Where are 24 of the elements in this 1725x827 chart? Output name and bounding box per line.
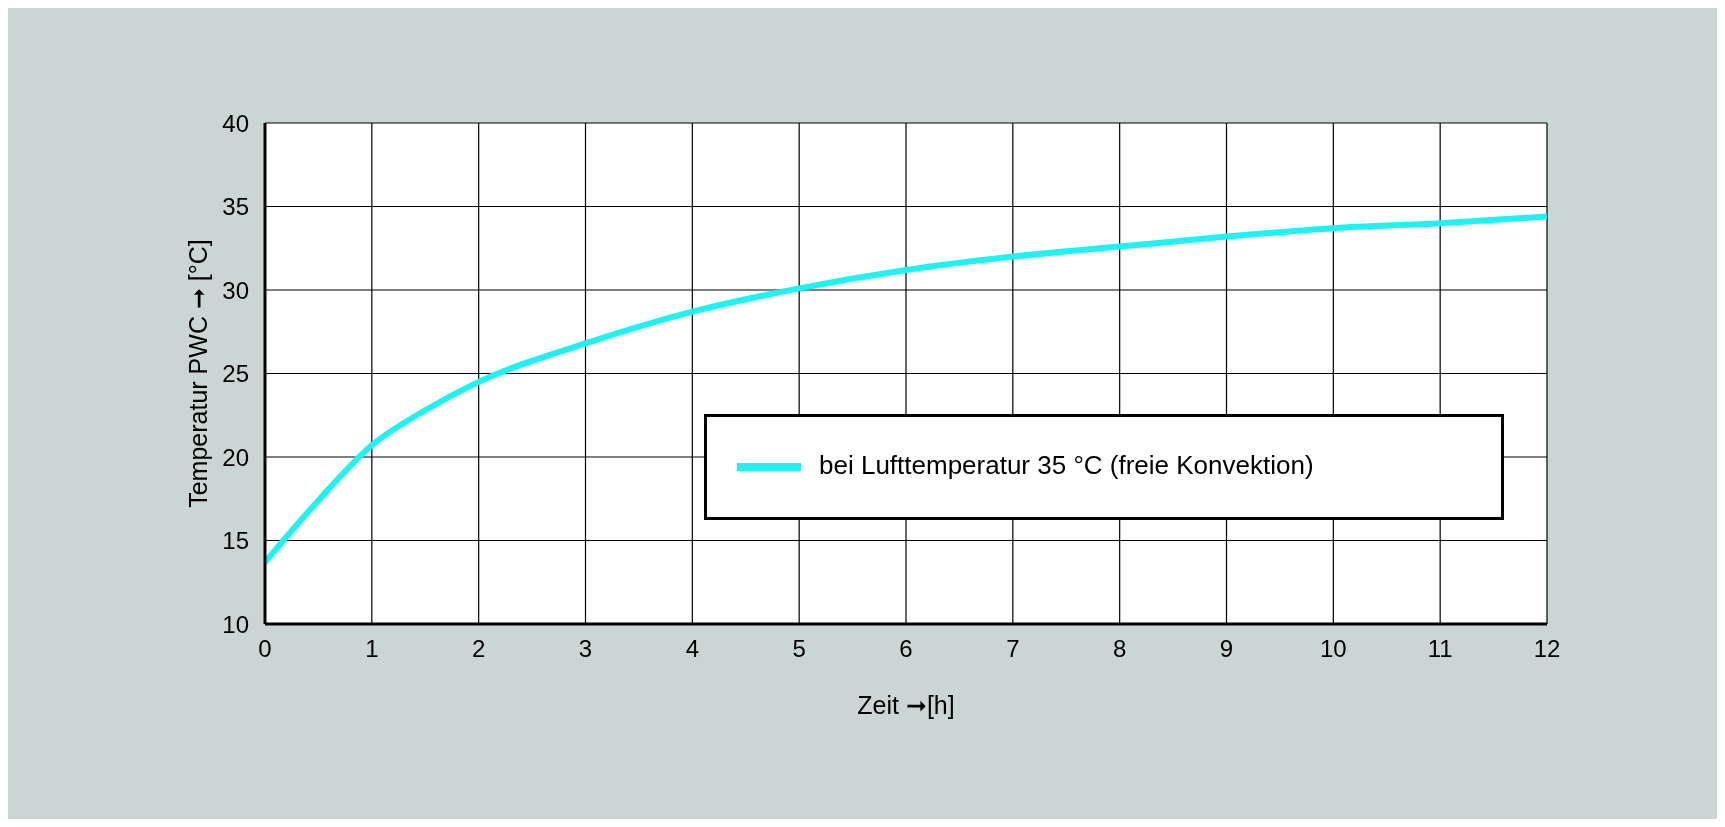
x-tick-label: 5	[792, 635, 806, 663]
x-tick-label: 1	[365, 635, 379, 663]
x-tick-label: 9	[1219, 635, 1234, 663]
y-axis-title: Temperatur PWC ➞ [°C]	[183, 239, 212, 508]
y-tick-label: 10	[222, 610, 249, 638]
y-tick-label: 15	[222, 527, 249, 555]
x-tick-label: 12	[1533, 635, 1561, 663]
legend-frame: bei Lufttemperatur 35 °C (freie Konvektion)	[704, 414, 1504, 520]
x-tick-label: 4	[685, 635, 700, 663]
y-tick-label: 20	[222, 443, 249, 471]
x-tick-label: 7	[1006, 635, 1020, 663]
x-axis-title: Zeit ➞[h]	[857, 691, 955, 719]
legend-label: bei Lufttemperatur 35 °C (freie Konvektion)	[819, 449, 1314, 480]
x-tick-label: 0	[258, 635, 272, 663]
x-tick-label: 3	[578, 635, 593, 663]
y-tick-label: 35	[222, 193, 249, 221]
x-tick-label: 8	[1112, 635, 1127, 663]
x-tick-label: 10	[1319, 635, 1347, 663]
y-tick-label: 30	[222, 276, 249, 304]
y-tick-label: 40	[222, 109, 249, 137]
x-tick-label: 11	[1427, 635, 1453, 663]
y-tick-label: 25	[222, 360, 249, 388]
x-tick-label: 2	[471, 635, 486, 663]
x-tick-label: 6	[899, 635, 913, 663]
